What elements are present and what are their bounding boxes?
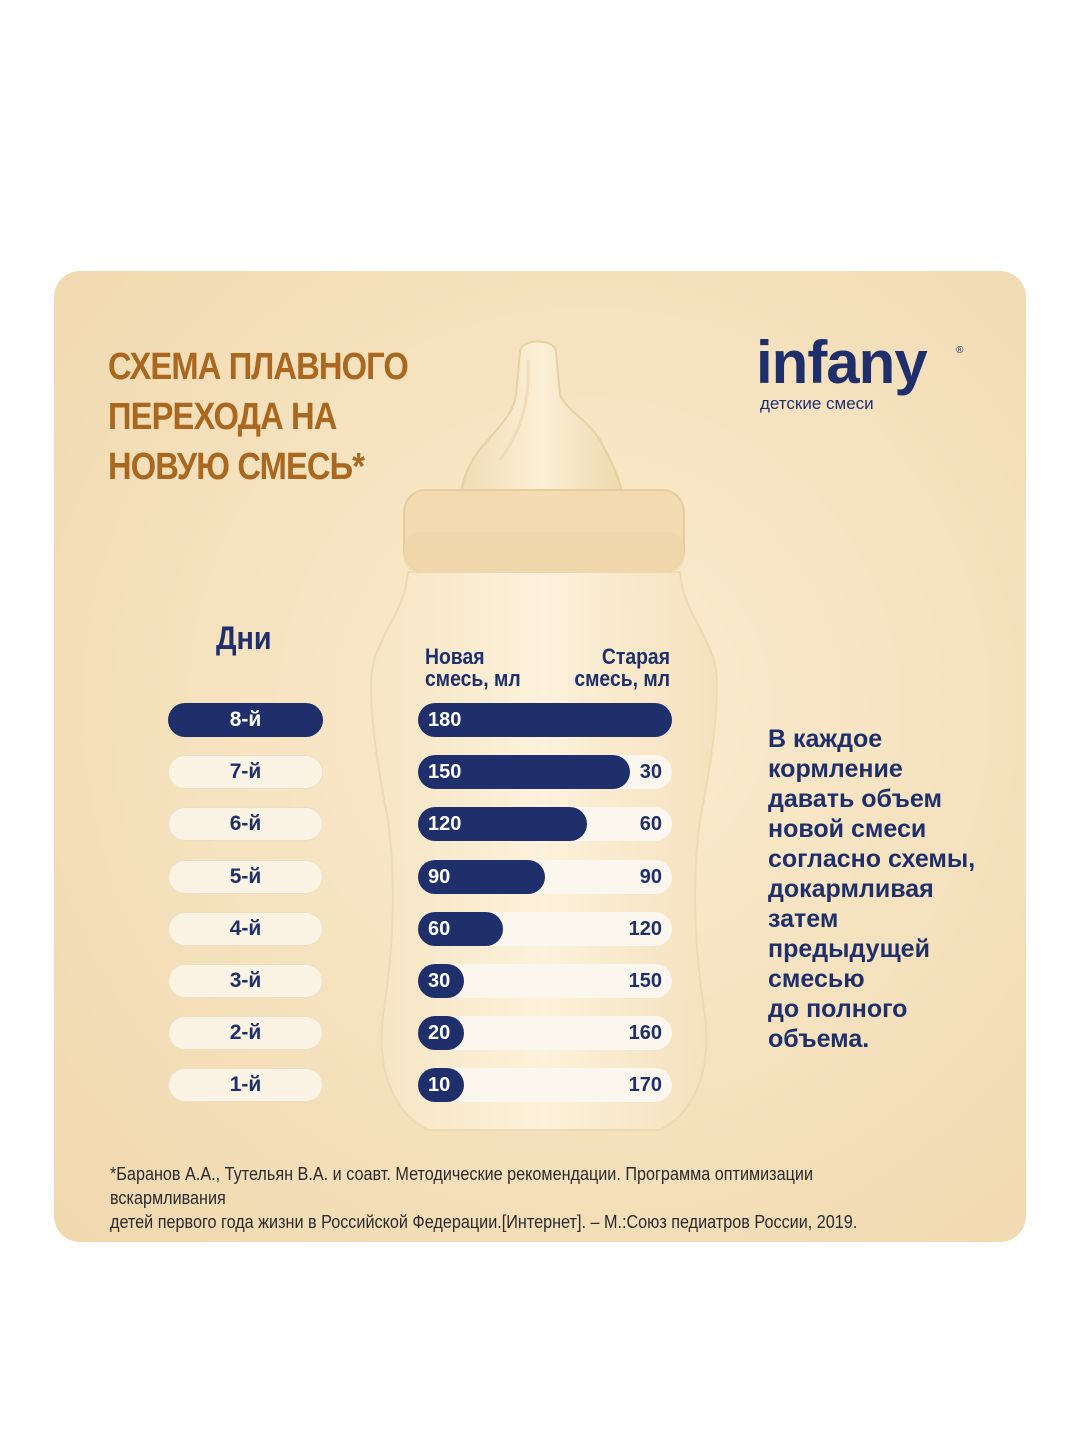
bar-new-formula [418,755,630,789]
feeding-advice: В каждое кормление давать объем новой см… [768,725,976,1053]
page-title: СХЕМА ПЛАВНОГО ПЕРЕХОДА НА НОВУЮ СМЕСЬ* [108,346,409,488]
value-old-formula: 170 [628,1074,662,1096]
value-old-formula: 120 [628,918,662,940]
bar-track: 30 150 [418,964,672,998]
day-label: 3-й [168,964,323,998]
value-new-formula: 30 [428,970,451,992]
value-old-formula: 90 [639,866,662,888]
day-label: 7-й [168,755,323,789]
brand-logo: infany [756,329,928,396]
bar-new-formula [418,807,588,841]
day-label: 1-й [168,1068,323,1102]
day-label: 5-й [168,860,323,894]
bar-track: 180 0 [418,703,672,737]
bar-new-formula [418,1016,464,1050]
bar-track: 90 90 [418,860,672,894]
day-label: 2-й [168,1016,323,1050]
bar-new-formula [418,860,545,894]
value-old-formula: 0 [650,709,662,731]
bar-new-formula [418,1068,464,1102]
value-new-formula: 180 [428,709,462,731]
day-label: 4-й [168,912,323,946]
bar-new-formula [418,964,464,998]
value-new-formula: 150 [428,761,462,783]
bar-new-formula [418,912,503,946]
day-label: 8-й [168,703,323,737]
bar-track: 150 30 [418,755,672,789]
value-new-formula: 90 [428,866,451,888]
legend-old-formula: Старая смесь, мл [574,644,670,691]
days-title: Дни [216,620,272,656]
day-label: 6-й [168,807,323,841]
bar-track: 20 160 [418,1016,672,1050]
bar-new-formula [418,703,672,737]
value-new-formula: 120 [428,813,462,835]
value-old-formula: 160 [628,1022,662,1044]
bar-track: 60 120 [418,912,672,946]
brand-tagline: детские смеси [760,394,874,413]
value-new-formula: 10 [428,1074,451,1096]
value-old-formula: 60 [639,813,662,835]
bar-track: 10 170 [418,1068,672,1102]
value-new-formula: 60 [428,918,451,940]
value-old-formula: 150 [628,970,662,992]
footnote-citation: *Баранов А.А., Тутельян В.А. и соавт. Ме… [110,1164,858,1232]
value-new-formula: 20 [428,1022,451,1044]
legend-new-formula: Новая смесь, мл [425,644,521,691]
value-old-formula: 30 [639,761,662,783]
registered-mark: ® [956,345,964,356]
bar-track: 120 60 [418,807,672,841]
